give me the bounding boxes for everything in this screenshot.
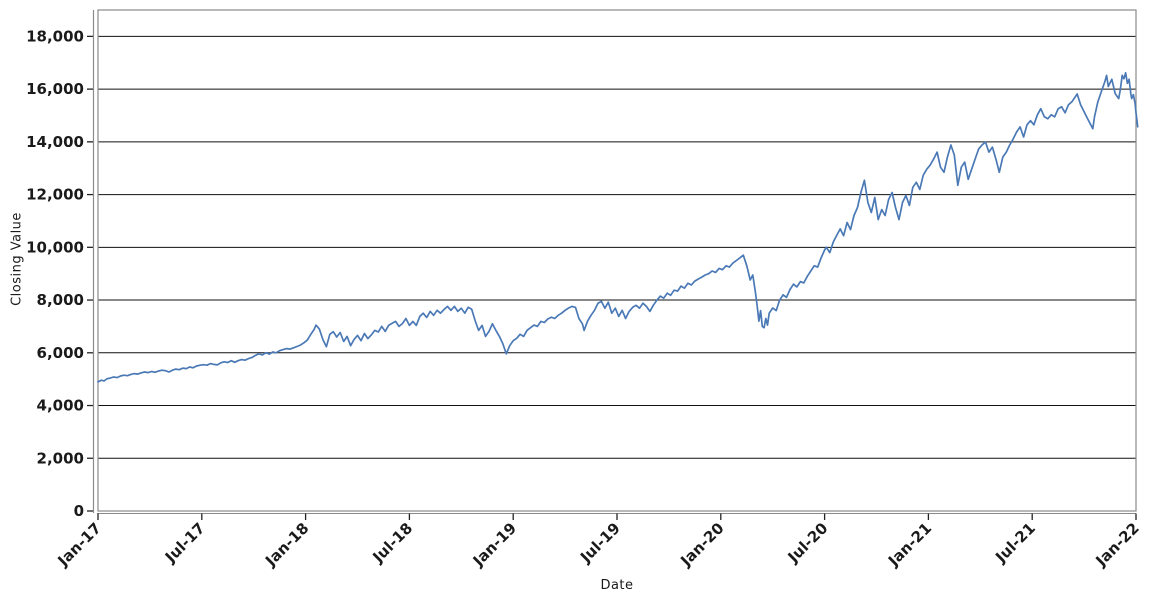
y-tick-label: 18,000 <box>26 27 84 45</box>
x-tick-label: Jan-21 <box>884 519 935 570</box>
y-tick-label: 10,000 <box>26 238 84 256</box>
x-tick-label: Jan-20 <box>676 519 727 570</box>
x-tick-label: Jul-19 <box>576 519 624 567</box>
y-tick-label: 6,000 <box>37 344 84 362</box>
x-tick-label: Jul-21 <box>991 519 1039 567</box>
x-tick-label: Jan-22 <box>1092 519 1143 570</box>
closing-value-series-line <box>97 71 1139 383</box>
y-tick-label: 8,000 <box>37 291 84 309</box>
y-tick-label: 4,000 <box>37 397 84 415</box>
y-tick-label: 12,000 <box>26 186 84 204</box>
x-axis-title: Date <box>600 578 634 593</box>
y-tick-label: 14,000 <box>26 133 84 151</box>
x-tick-label: Jan-17 <box>54 519 105 570</box>
plot-border <box>97 9 1137 512</box>
y-axis-title: Closing Value <box>9 212 25 306</box>
x-tick-label: Jan-19 <box>469 519 520 570</box>
x-tick-label: Jan-18 <box>261 519 312 570</box>
x-tick-label: Jul-20 <box>784 519 832 567</box>
x-tick-label: Jul-18 <box>368 519 416 567</box>
y-tick-label: 2,000 <box>37 449 84 467</box>
y-tick-label: 0 <box>74 502 84 520</box>
y-tick-label: 16,000 <box>26 80 84 98</box>
x-tick-label: Jul-17 <box>161 519 209 567</box>
